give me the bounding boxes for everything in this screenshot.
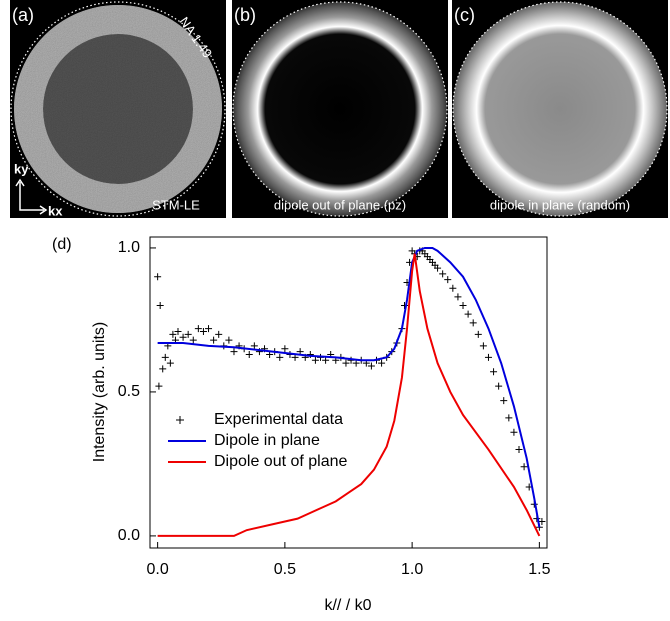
data-point <box>454 293 462 301</box>
data-point <box>510 428 518 436</box>
data-point <box>490 368 498 376</box>
legend-label: Dipole in plane <box>214 432 320 449</box>
data-point <box>245 350 253 358</box>
y-tick-label: 0.5 <box>118 383 140 400</box>
data-point <box>495 382 503 390</box>
data-point <box>434 264 442 272</box>
data-point <box>159 365 167 373</box>
data-point <box>378 359 386 367</box>
axis-ky: ky <box>14 161 29 176</box>
panel-label: (c) <box>454 5 475 25</box>
data-point <box>276 353 284 361</box>
data-point <box>459 302 467 310</box>
legend-marker <box>176 416 184 424</box>
data-point <box>311 356 319 364</box>
data-point <box>194 325 202 333</box>
data-point <box>169 330 177 338</box>
y-tick-label: 1.0 <box>118 239 140 256</box>
series-line <box>157 246 541 528</box>
data-point <box>155 382 163 390</box>
x-axis-label: k// / k0 <box>324 597 371 614</box>
data-point <box>367 362 375 370</box>
data-point <box>215 330 223 338</box>
data-point <box>474 330 482 338</box>
data-point <box>166 359 174 367</box>
data-point <box>184 330 192 338</box>
data-point <box>199 327 207 335</box>
panel-b: (b) dipole out of plane (pz) <box>232 0 448 218</box>
data-point <box>538 518 546 526</box>
data-point <box>189 336 197 344</box>
legend-label: Dipole out of plane <box>214 453 348 470</box>
caption: dipole in plane (random) <box>490 197 630 212</box>
data-point <box>439 270 447 278</box>
data-point <box>444 276 452 284</box>
data-point <box>469 319 477 327</box>
legend-label: Experimental data <box>214 411 343 428</box>
data-point <box>520 463 528 471</box>
caption: STM-LE <box>152 197 200 212</box>
data-point <box>210 336 218 344</box>
panel-label: (b) <box>234 5 256 25</box>
series-line <box>157 253 541 537</box>
y-tick-label: 0.0 <box>118 527 140 544</box>
plot-frame <box>149 236 548 549</box>
data-point <box>225 336 233 344</box>
x-tick-label: 0.0 <box>147 561 169 578</box>
panel-label: (d) <box>52 236 72 253</box>
data-point <box>352 359 360 367</box>
data-point <box>505 414 513 422</box>
axis-kx: kx <box>48 203 63 218</box>
data-point <box>281 345 289 353</box>
y-axis-label: Intensity (arb. units) <box>91 322 108 463</box>
x-tick-label: 1.0 <box>401 561 423 578</box>
data-point <box>484 353 492 361</box>
data-point <box>449 284 457 292</box>
data-point <box>161 353 169 361</box>
data-point <box>515 446 523 454</box>
data-point <box>464 310 472 318</box>
panel-label: (a) <box>12 5 34 25</box>
data-point <box>174 327 182 335</box>
data-point <box>250 342 258 350</box>
data-point <box>179 333 187 341</box>
x-tick-label: 0.5 <box>274 561 296 578</box>
data-point <box>479 342 487 350</box>
data-point <box>230 348 238 356</box>
data-point <box>156 302 164 310</box>
data-point <box>342 359 350 367</box>
panel-a: (a) NA 1.49 STM-LE ky kx <box>10 0 226 218</box>
data-point <box>500 397 508 405</box>
data-point <box>322 356 330 364</box>
x-tick-label: 1.5 <box>528 561 550 578</box>
data-point <box>205 325 213 333</box>
panel-c: (c) dipole in plane (random) <box>452 0 668 218</box>
caption: dipole out of plane (pz) <box>274 197 406 212</box>
data-point <box>154 273 162 281</box>
